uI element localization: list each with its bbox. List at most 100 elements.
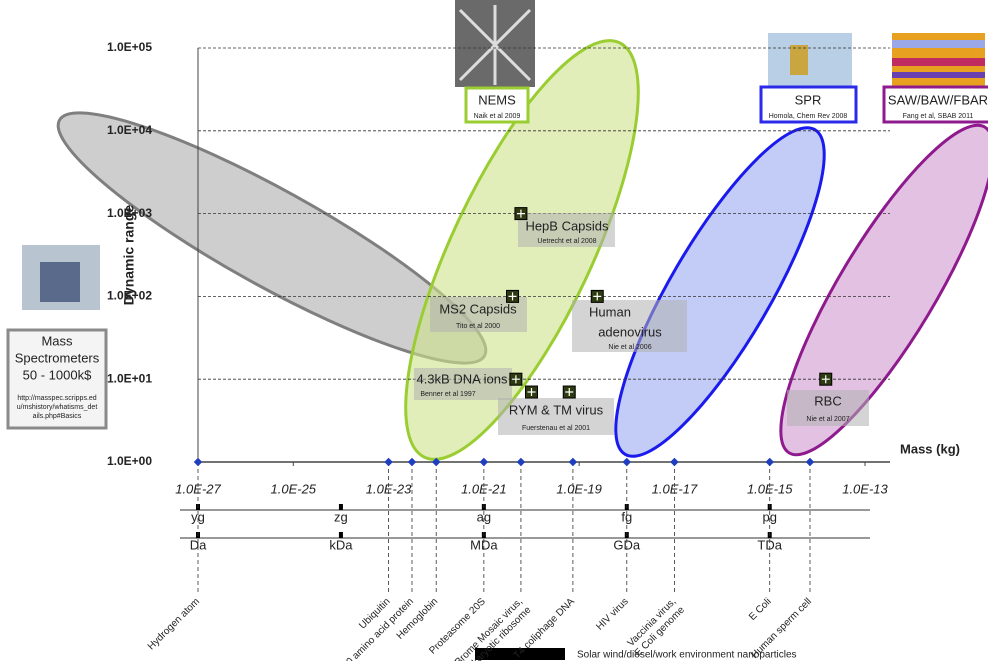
pictures xyxy=(22,0,985,310)
data-point-cross xyxy=(516,209,525,218)
x-tick-label: 1.0E-19 xyxy=(556,481,602,496)
mass-spec-url: u/mshistory/whatisms_det xyxy=(17,404,98,411)
point-label: HepB Capsids xyxy=(525,218,609,233)
mass-spec-image-detail xyxy=(40,262,80,302)
point-label-box xyxy=(414,368,512,400)
object-marker xyxy=(384,457,393,467)
point-label: 4.3kB DNA ions xyxy=(416,371,508,386)
saw-box xyxy=(882,85,988,124)
object-marker xyxy=(516,457,526,467)
regions xyxy=(56,39,988,461)
data-point-cross xyxy=(593,292,602,301)
y-tick-label: 1.0E+01 xyxy=(107,371,152,385)
unit-label: zg xyxy=(334,509,348,524)
object-marker xyxy=(622,457,632,467)
point-label-box xyxy=(787,390,869,426)
object-label-line: E Coli xyxy=(747,596,774,623)
object-marker xyxy=(805,457,815,467)
mass-spec-url: ails.php#Basics xyxy=(33,413,82,420)
point-label: MS2 Capsids xyxy=(439,301,517,316)
object-label-line: Hydrogen atom xyxy=(146,596,202,652)
object-label-line: HIV virus xyxy=(594,596,630,632)
mass-spec-label: Mass xyxy=(41,333,73,348)
x-tick-label: 1.0E-25 xyxy=(271,481,317,496)
nems-image-detail xyxy=(458,5,532,85)
data-point-cross xyxy=(821,375,830,384)
saw-image-layer xyxy=(892,40,985,48)
point-label-box xyxy=(498,398,614,435)
spr-image-detail xyxy=(790,45,808,75)
spr-region xyxy=(614,126,826,458)
x-tick-label: 1.0E-23 xyxy=(366,481,412,496)
object-label: E Coli xyxy=(747,596,774,623)
x-tick-label: 1.0E-27 xyxy=(175,481,221,496)
data-point-cross xyxy=(511,375,520,384)
spr-image xyxy=(768,33,852,86)
point-label: adenovirus xyxy=(598,324,662,339)
saw-image-layer xyxy=(892,58,985,66)
unit-tick xyxy=(338,504,343,510)
unit-label: pg xyxy=(762,509,776,524)
point-label-box xyxy=(572,300,687,352)
point-label-box xyxy=(518,213,615,247)
unit-label: MDa xyxy=(470,537,498,552)
technology-reference: Homola, Chem Rev 2008 xyxy=(769,113,848,120)
unit-label: GDa xyxy=(613,537,641,552)
mass-spec-url: http://masspec.scripps.ed xyxy=(17,395,96,402)
nems-box xyxy=(464,86,530,124)
point-reference: Nie et al 2007 xyxy=(806,416,849,423)
y-tick-label: 1.0E+03 xyxy=(107,206,152,220)
technology-name: SPR xyxy=(795,92,822,107)
unit-label: TDa xyxy=(757,537,782,552)
footnote: Solar wind/diesel/work environment nanop… xyxy=(577,650,797,661)
object-marker xyxy=(193,457,203,467)
object-label: Hydrogen atom xyxy=(146,596,202,652)
point-reference: Benner et al 1997 xyxy=(420,391,475,398)
technology-labels: NEMS Naik et al 2009 SPR Homola, Chem Re… xyxy=(464,85,988,124)
point-reference: Tito et al 2000 xyxy=(456,323,500,330)
mass-spec-label: Spectrometers xyxy=(15,350,100,365)
object-marker xyxy=(670,457,679,467)
unit-label: fg xyxy=(621,509,632,524)
data-point-cross xyxy=(527,388,536,397)
x-tick-label: 1.0E-15 xyxy=(747,481,793,496)
unit-label: Da xyxy=(190,537,207,552)
point-label: RYM & TM virus xyxy=(509,402,604,417)
object-marker xyxy=(568,457,578,467)
x-axis-label: Mass (kg) xyxy=(900,441,960,456)
mass-spec-box xyxy=(6,328,108,430)
unit-label: yg xyxy=(191,509,205,524)
point-reference: Nie et al 2006 xyxy=(608,344,651,351)
object-marker xyxy=(407,457,417,467)
object-marker xyxy=(765,457,774,467)
y-tick-label: 1.0E+05 xyxy=(107,40,152,54)
unit-tick xyxy=(338,532,343,538)
unit-label: kDa xyxy=(329,537,353,552)
x-tick-label: 1.0E-17 xyxy=(652,481,698,496)
y-tick-label: 1.0E+04 xyxy=(107,123,152,137)
data-point-cross xyxy=(565,388,574,397)
technology-reference: Naik et al 2009 xyxy=(474,113,521,120)
object-label: HIV virus xyxy=(594,596,630,632)
technology-name: SAW/BAW/FBAR xyxy=(888,92,988,107)
point-label: Human xyxy=(589,304,631,319)
data-point-cross xyxy=(508,292,517,301)
y-tick-label: 1.0E+02 xyxy=(107,289,152,303)
spr-box xyxy=(759,85,858,124)
technology-reference: Fang et al, SBAB 2011 xyxy=(903,113,974,120)
x-tick-label: 1.0E-13 xyxy=(842,481,888,496)
point-reference: Uetrecht et al 2008 xyxy=(537,238,596,245)
unit-label: ag xyxy=(477,509,491,524)
point-reference: Fuerstenau et al 2001 xyxy=(522,425,590,432)
y-axis-label: Dynamic range xyxy=(121,205,137,306)
technology-name: NEMS xyxy=(478,92,516,107)
footnote-bar xyxy=(475,648,565,660)
saw-region xyxy=(779,123,988,457)
nems-region xyxy=(404,39,640,461)
mass-spec-label: 50 - 1000k$ xyxy=(23,367,92,382)
point-label: RBC xyxy=(814,393,841,408)
x-tick-label: 1.0E-21 xyxy=(461,481,507,496)
object-marker xyxy=(479,457,489,467)
y-tick-label: 1.0E+00 xyxy=(107,454,152,468)
